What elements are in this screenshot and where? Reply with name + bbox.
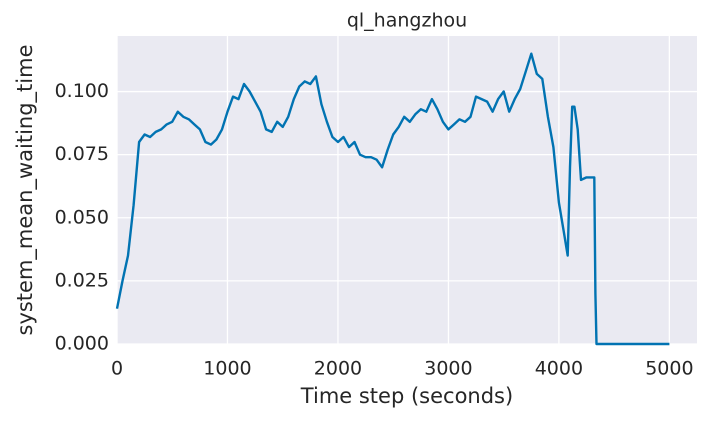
y-axis-label: system_mean_waiting_time: [13, 44, 38, 335]
line-series: [115, 52, 670, 346]
y-tick-label: 0.100: [55, 80, 109, 102]
plot-area: [117, 36, 697, 344]
x-tick-label: 4000: [535, 358, 583, 380]
y-tick-label: 0.025: [55, 269, 109, 291]
x-tick-label: 3000: [424, 358, 472, 380]
x-tick-label: 5000: [645, 358, 693, 380]
y-tick-label: 0.075: [55, 143, 109, 165]
x-tick-label: 1000: [203, 358, 251, 380]
chart-title: ql_hangzhou: [347, 10, 467, 32]
y-tick-label: 0.050: [55, 206, 109, 228]
x-tick-label: 0: [111, 358, 123, 380]
y-tick-label: 0.000: [55, 333, 109, 355]
x-tick-label: 2000: [314, 358, 362, 380]
x-axis-label: Time step (seconds): [300, 384, 513, 408]
